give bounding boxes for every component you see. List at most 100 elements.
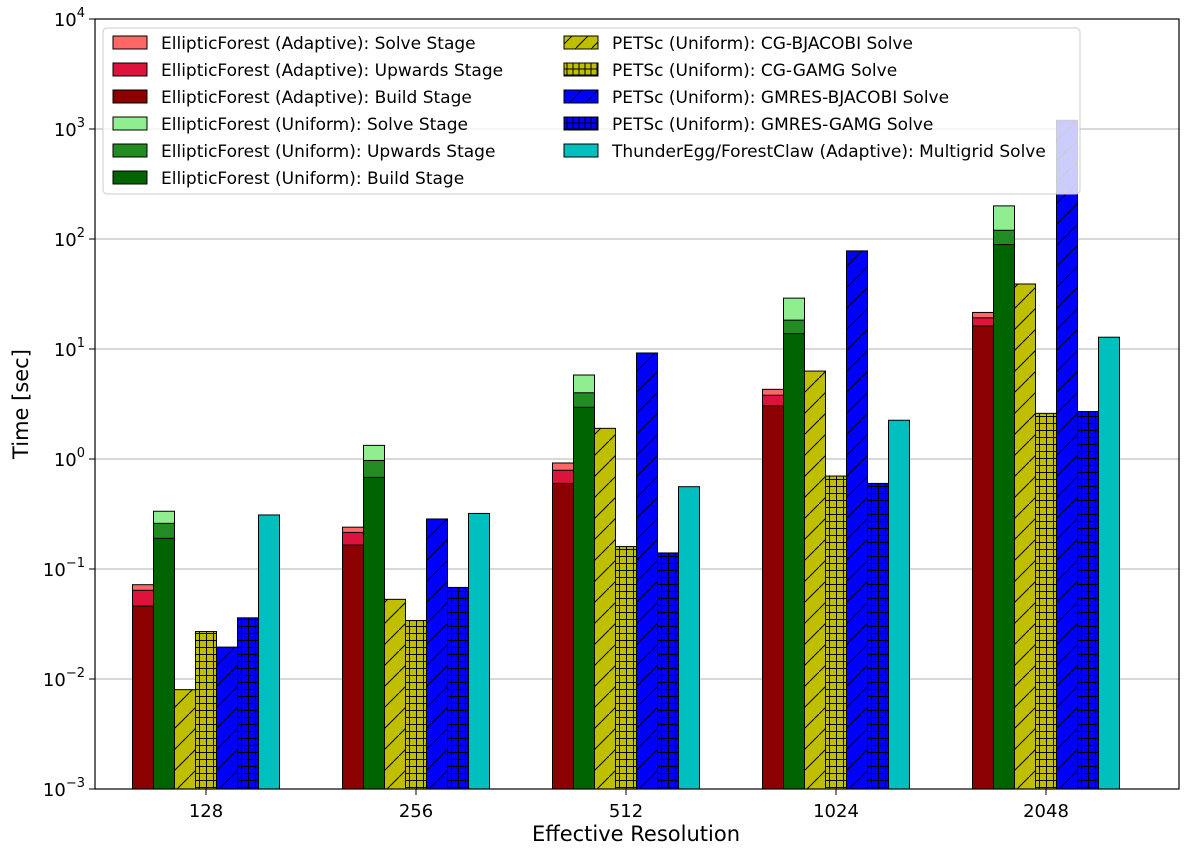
bar	[678, 486, 700, 790]
legend-swatch	[112, 35, 148, 50]
plot-frame	[94, 18, 1180, 790]
bar	[132, 605, 154, 790]
legend-label: PETSc (Uniform): GMRES-BJACOBI Solve	[612, 88, 949, 108]
bar-hatch	[1035, 413, 1057, 789]
legend-item: EllipticForest (Adaptive): Upwards Stage	[112, 61, 503, 81]
y-tick-base: 10	[43, 670, 66, 691]
bar	[783, 333, 805, 790]
bar	[447, 586, 469, 790]
bar-hatch	[825, 476, 847, 789]
legend-swatch-hatch	[564, 90, 598, 103]
bar-hatch	[636, 352, 658, 789]
y-tick-label: 10−1	[43, 556, 85, 581]
bar-hatch	[1014, 283, 1036, 789]
bar	[195, 631, 217, 790]
bar	[636, 352, 658, 790]
y-axis-label: Time [sec]	[9, 349, 33, 460]
bar-fill	[678, 486, 700, 790]
y-tick-exponent: −3	[66, 776, 85, 791]
y-tick-base: 10	[54, 120, 77, 141]
y-tick-base: 10	[54, 230, 77, 251]
bar	[426, 518, 448, 790]
y-tick-exponent: 2	[77, 226, 85, 241]
bar-hatch	[195, 631, 217, 789]
legend-swatch	[112, 62, 148, 77]
bar	[1035, 412, 1057, 790]
y-tick-label: 100	[54, 446, 85, 471]
bar-hatch	[1077, 411, 1099, 789]
bar-hatch	[237, 617, 259, 789]
x-tick-label: 2048	[1023, 801, 1069, 822]
legend-item: EllipticForest (Adaptive): Build Stage	[112, 88, 472, 108]
legend-swatch	[112, 143, 148, 158]
legend-label: PETSc (Uniform): CG-GAMG Solve	[612, 61, 897, 81]
bar-fill	[363, 476, 385, 790]
bar	[762, 405, 784, 790]
legend-label: PETSc (Uniform): GMRES-GAMG Solve	[612, 115, 933, 135]
legend-frame	[102, 27, 1081, 195]
bar	[153, 537, 175, 790]
legend-label: EllipticForest (Uniform): Solve Stage	[161, 115, 468, 135]
bar-hatch	[405, 620, 427, 789]
x-axis-ticks: 128 256 512 1024 2048	[189, 789, 1069, 822]
legend-item: EllipticForest (Uniform): Upwards Stage	[112, 142, 495, 162]
bar-fill	[993, 244, 1015, 790]
bar-fill	[573, 406, 595, 790]
bar	[1014, 283, 1036, 790]
y-tick-label: 102	[54, 226, 85, 251]
legend-swatch	[112, 116, 148, 131]
y-tick-label: 10−3	[43, 776, 85, 801]
y-tick-base: 10	[54, 450, 77, 471]
legend-label: EllipticForest (Adaptive): Build Stage	[161, 88, 472, 108]
legend-item: EllipticForest (Uniform): Solve Stage	[112, 115, 468, 135]
legend-swatch-hatch	[564, 36, 598, 49]
bar-hatch	[657, 552, 679, 789]
legend-label: PETSc (Uniform): CG-BJACOBI Solve	[612, 34, 913, 54]
bar-fill	[342, 544, 364, 790]
y-tick-label: 104	[54, 6, 85, 31]
legend-item: PETSc (Uniform): GMRES-GAMG Solve	[563, 115, 933, 135]
bars	[132, 119, 1120, 790]
bar	[258, 514, 280, 790]
legend-item: ThunderEgg/ForestClaw (Adaptive): Multig…	[563, 142, 1046, 162]
legend-swatch-hatch	[564, 63, 598, 76]
bar	[237, 617, 259, 790]
y-tick-label: 10−2	[43, 666, 85, 691]
bar-hatch	[846, 250, 868, 789]
x-tick-label: 512	[609, 801, 643, 822]
bar-hatch	[867, 483, 889, 789]
y-tick-base: 10	[54, 340, 77, 361]
bar	[1056, 119, 1078, 790]
bar	[552, 482, 574, 790]
bar-fill	[762, 405, 784, 790]
legend-label: EllipticForest (Uniform): Upwards Stage	[161, 142, 495, 162]
bar	[657, 552, 679, 790]
bar	[384, 598, 406, 790]
bar	[846, 250, 868, 790]
y-tick-exponent: 4	[77, 6, 85, 21]
legend-item: EllipticForest (Adaptive): Solve Stage	[112, 34, 476, 54]
legend-swatch	[563, 143, 599, 158]
bar	[573, 406, 595, 790]
bar-fill	[783, 333, 805, 790]
x-tick-label: 128	[189, 801, 223, 822]
bar-hatch	[384, 599, 406, 789]
bar	[615, 546, 637, 790]
y-tick-exponent: −2	[66, 666, 85, 681]
bar	[342, 544, 364, 790]
bar-fill	[132, 605, 154, 790]
legend-label: EllipticForest (Uniform): Build Stage	[161, 169, 464, 189]
bar	[888, 419, 910, 790]
bar-hatch	[426, 518, 448, 789]
legend-label: ThunderEgg/ForestClaw (Adaptive): Multig…	[611, 142, 1046, 162]
bar-hatch	[1056, 120, 1078, 790]
bar	[867, 482, 889, 790]
bar-hatch	[594, 428, 616, 789]
bar	[174, 689, 196, 790]
bar-fill	[972, 325, 994, 790]
bar-hatch	[216, 647, 238, 789]
legend-label: EllipticForest (Adaptive): Upwards Stage	[161, 61, 503, 81]
bar-hatch	[447, 587, 469, 789]
legend-label: EllipticForest (Adaptive): Solve Stage	[161, 34, 476, 54]
